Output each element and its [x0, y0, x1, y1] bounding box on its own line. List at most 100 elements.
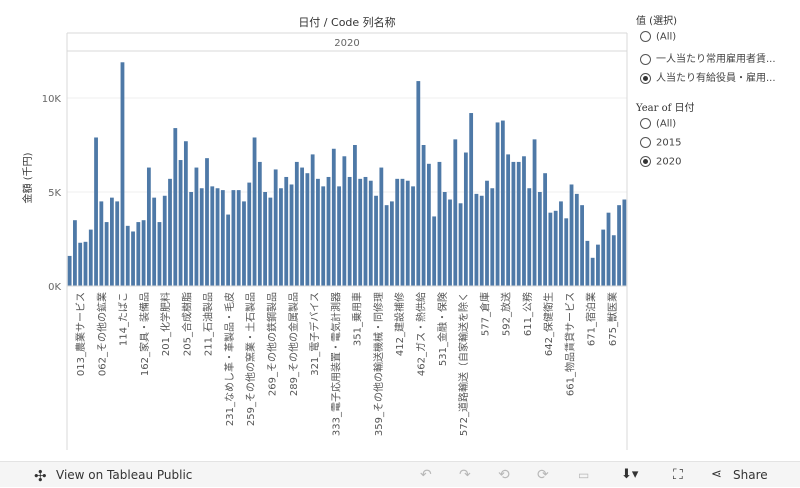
bar[interactable]	[405, 180, 410, 286]
bar[interactable]	[469, 113, 474, 286]
bar[interactable]	[305, 173, 310, 286]
bar[interactable]	[310, 154, 315, 286]
bar[interactable]	[294, 161, 299, 286]
bar[interactable]	[411, 186, 415, 286]
bar[interactable]	[273, 169, 278, 286]
bar[interactable]	[289, 184, 294, 286]
view-on-tableau-link[interactable]: View on Tableau Public	[56, 468, 193, 482]
bar[interactable]	[73, 220, 77, 286]
bar[interactable]	[236, 190, 241, 286]
bar[interactable]	[104, 222, 109, 286]
bar[interactable]	[358, 178, 363, 286]
bar[interactable]	[99, 201, 104, 286]
bar[interactable]	[421, 145, 426, 286]
bar[interactable]	[125, 225, 130, 286]
bar[interactable]	[67, 255, 72, 286]
bar[interactable]	[559, 201, 563, 286]
bar[interactable]	[157, 222, 162, 286]
bar[interactable]	[426, 163, 431, 286]
bar[interactable]	[347, 176, 352, 286]
bar[interactable]	[500, 120, 505, 286]
share-button[interactable]: Share	[733, 468, 768, 482]
bar[interactable]	[537, 192, 542, 286]
fullscreen-icon[interactable]: ⛶	[673, 467, 683, 483]
bar[interactable]	[247, 182, 252, 286]
bar[interactable]	[146, 167, 151, 286]
bar[interactable]	[115, 201, 120, 286]
bar[interactable]	[353, 145, 357, 286]
radio-icon[interactable]	[640, 53, 651, 65]
legend-value-option[interactable]: 人当たり有給役員・雇用...	[640, 69, 776, 84]
pause-icon[interactable]: ▭	[578, 468, 590, 482]
bar[interactable]	[199, 188, 204, 286]
bar[interactable]	[326, 176, 331, 286]
bar[interactable]	[210, 186, 215, 286]
bar[interactable]	[506, 154, 511, 286]
bar[interactable]	[532, 139, 537, 286]
bar[interactable]	[131, 231, 135, 286]
bar[interactable]	[257, 161, 262, 286]
bar[interactable]	[189, 192, 194, 286]
radio-selected-icon[interactable]	[640, 156, 651, 167]
radio-icon[interactable]	[640, 137, 651, 148]
legend-year-option[interactable]: 2020	[640, 156, 681, 168]
bar[interactable]	[395, 178, 400, 286]
refresh-icon[interactable]: ⟳	[537, 467, 549, 483]
bar[interactable]	[316, 178, 320, 286]
bar[interactable]	[442, 192, 447, 286]
legend-value-option[interactable]: 一人当たり常用雇用者賃...	[640, 50, 776, 65]
bar[interactable]	[178, 160, 183, 286]
bar[interactable]	[194, 167, 199, 286]
bar[interactable]	[622, 199, 627, 286]
bar[interactable]	[379, 167, 384, 286]
download-icon[interactable]: ⬇▾	[621, 467, 639, 482]
bar[interactable]	[580, 205, 584, 286]
bar[interactable]	[337, 186, 341, 286]
bar[interactable]	[522, 156, 526, 286]
bar[interactable]	[448, 199, 452, 286]
bar[interactable]	[263, 192, 268, 286]
bar[interactable]	[453, 139, 458, 286]
bar[interactable]	[490, 188, 495, 286]
radio-icon[interactable]	[640, 118, 651, 129]
bar[interactable]	[617, 205, 621, 286]
share-icon[interactable]: ⋖	[711, 467, 722, 482]
bar[interactable]	[479, 195, 484, 286]
bar[interactable]	[168, 178, 172, 286]
bar[interactable]	[321, 186, 326, 286]
bar[interactable]	[596, 244, 600, 286]
bar[interactable]	[120, 62, 125, 286]
legend-value-option[interactable]: (All)	[640, 31, 676, 43]
bar[interactable]	[88, 229, 93, 286]
bar[interactable]	[363, 176, 368, 286]
bar[interactable]	[527, 188, 532, 286]
bar[interactable]	[611, 235, 616, 286]
bar[interactable]	[585, 240, 590, 286]
redo-icon[interactable]: ↷	[459, 467, 471, 483]
bar[interactable]	[400, 178, 405, 286]
bar[interactable]	[231, 190, 236, 286]
bar[interactable]	[390, 201, 394, 286]
bar[interactable]	[83, 241, 88, 286]
bar[interactable]	[384, 205, 389, 286]
bar[interactable]	[548, 212, 553, 286]
bar[interactable]	[458, 203, 463, 286]
tableau-logo-icon[interactable]: ✣	[34, 467, 47, 485]
bar[interactable]	[516, 161, 521, 286]
bar[interactable]	[136, 222, 141, 286]
bar[interactable]	[284, 176, 289, 286]
bar[interactable]	[590, 257, 595, 286]
bar[interactable]	[252, 137, 257, 286]
legend-year-option[interactable]: (All)	[640, 118, 676, 130]
bar[interactable]	[463, 152, 468, 286]
revert-icon[interactable]: ⟲	[498, 467, 510, 483]
bar[interactable]	[78, 242, 83, 286]
bar[interactable]	[495, 122, 500, 286]
bar[interactable]	[368, 180, 373, 286]
bar[interactable]	[215, 188, 220, 286]
bar[interactable]	[601, 229, 606, 286]
bar[interactable]	[553, 210, 558, 286]
bar[interactable]	[437, 161, 442, 286]
bar[interactable]	[485, 180, 489, 286]
bar[interactable]	[110, 197, 114, 286]
